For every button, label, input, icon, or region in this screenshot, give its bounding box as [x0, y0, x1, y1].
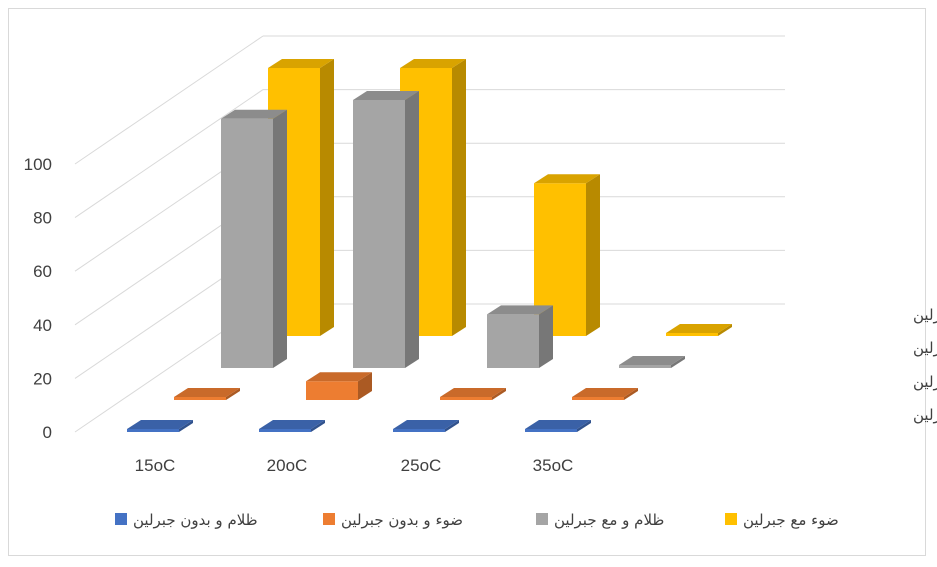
bar — [174, 388, 240, 400]
legend-item: ظلام و بدون جبرلين — [115, 511, 258, 529]
bar — [393, 420, 459, 432]
bar-top — [572, 388, 638, 397]
bar-front — [666, 333, 718, 336]
bar-side — [320, 59, 334, 336]
bar-side — [405, 91, 419, 368]
chart-frame — [8, 8, 926, 556]
legend-label: ظلام و مع جبرلين — [554, 511, 664, 529]
legend: ظلام و بدون جبرلين ضوء و بدون جبرلين ظلام … — [115, 511, 839, 529]
bar — [525, 420, 591, 432]
bar-side — [179, 420, 193, 432]
bar-top — [666, 324, 732, 333]
bar-front — [619, 365, 671, 368]
bar-side — [671, 356, 685, 368]
bar-top — [127, 420, 193, 429]
bar-side — [492, 388, 506, 400]
depth-label: ظلام و مع جبرلين — [913, 339, 937, 357]
bar-front — [353, 100, 405, 368]
depth-label: ضوء مع جبرلين — [913, 306, 937, 324]
bar-side — [226, 388, 240, 400]
legend-label: ضوء مع جبرلين — [743, 511, 839, 529]
depth-label: ضوء و بدون جبرلين — [913, 373, 937, 391]
gridline-side — [74, 89, 264, 219]
bar-front — [487, 314, 539, 368]
bar — [353, 91, 419, 368]
y-axis-ticks: 0 20 40 60 80 100 — [24, 155, 52, 442]
bar-top — [534, 174, 600, 184]
bar-front — [440, 397, 492, 400]
x-axis-categories: 15oC 20oC 25oC 35oC — [135, 456, 574, 475]
y-tick-label: 100 — [24, 155, 52, 174]
legend-item: ضوء مع جبرلين — [725, 511, 839, 529]
legend-swatch — [323, 513, 335, 525]
depth-axis-labels: ضوء مع جبرلين ظلام و مع جبرلين ضوء و بدون … — [913, 306, 937, 424]
y-tick-label: 60 — [33, 262, 52, 281]
legend-item: ظلام و مع جبرلين — [536, 511, 664, 529]
bars — [127, 59, 732, 432]
bar-top — [353, 91, 419, 100]
bar-top — [440, 388, 506, 397]
bar-top — [221, 109, 287, 119]
bar-top — [525, 420, 591, 429]
category-label: 15oC — [135, 456, 176, 475]
bar-side — [311, 420, 325, 432]
bar-side — [273, 109, 287, 368]
bar — [306, 372, 372, 400]
y-tick-label: 40 — [33, 316, 52, 335]
y-tick-label: 20 — [33, 369, 52, 388]
bar-side — [358, 372, 372, 400]
bar-side — [539, 305, 553, 368]
bar-front — [127, 429, 179, 432]
bar — [221, 109, 287, 368]
bar-top — [487, 305, 553, 315]
bar-top — [393, 420, 459, 429]
bar-front — [221, 118, 273, 368]
bar — [440, 388, 506, 400]
gridline-side — [74, 35, 264, 165]
legend-item: ضوء و بدون جبرلين — [323, 511, 463, 529]
bar-front — [174, 397, 226, 400]
y-tick-label: 80 — [33, 209, 52, 228]
bar-front — [306, 381, 358, 400]
bar — [259, 420, 325, 432]
bar-front — [572, 397, 624, 400]
legend-swatch — [536, 513, 548, 525]
y-tick-label: 0 — [43, 423, 52, 442]
bar-top — [619, 356, 685, 365]
bar-front — [259, 429, 311, 432]
bar-side — [586, 174, 600, 336]
bar-front — [525, 429, 577, 432]
bar-top — [268, 59, 334, 68]
category-label: 25oC — [401, 456, 442, 475]
legend-swatch — [725, 513, 737, 525]
category-label: 20oC — [267, 456, 308, 475]
bar-top — [306, 372, 372, 382]
depth-label: ظلام و بدون جبرلين — [913, 406, 937, 424]
bar — [487, 305, 553, 368]
bar — [572, 388, 638, 400]
bar — [619, 356, 685, 368]
legend-label: ضوء و بدون جبرلين — [341, 511, 463, 529]
bar-side — [577, 420, 591, 432]
bar-top — [400, 59, 466, 68]
bar-side — [445, 420, 459, 432]
bar-side — [718, 324, 732, 336]
bar — [534, 174, 600, 336]
bar — [127, 420, 193, 432]
legend-label: ظلام و بدون جبرلين — [133, 511, 258, 529]
bar-side — [624, 388, 638, 400]
bar-top — [174, 388, 240, 397]
bar — [666, 324, 732, 336]
bar-front — [393, 429, 445, 432]
bar-top — [259, 420, 325, 429]
bar-side — [452, 59, 466, 336]
category-label: 35oC — [533, 456, 574, 475]
legend-swatch — [115, 513, 127, 525]
